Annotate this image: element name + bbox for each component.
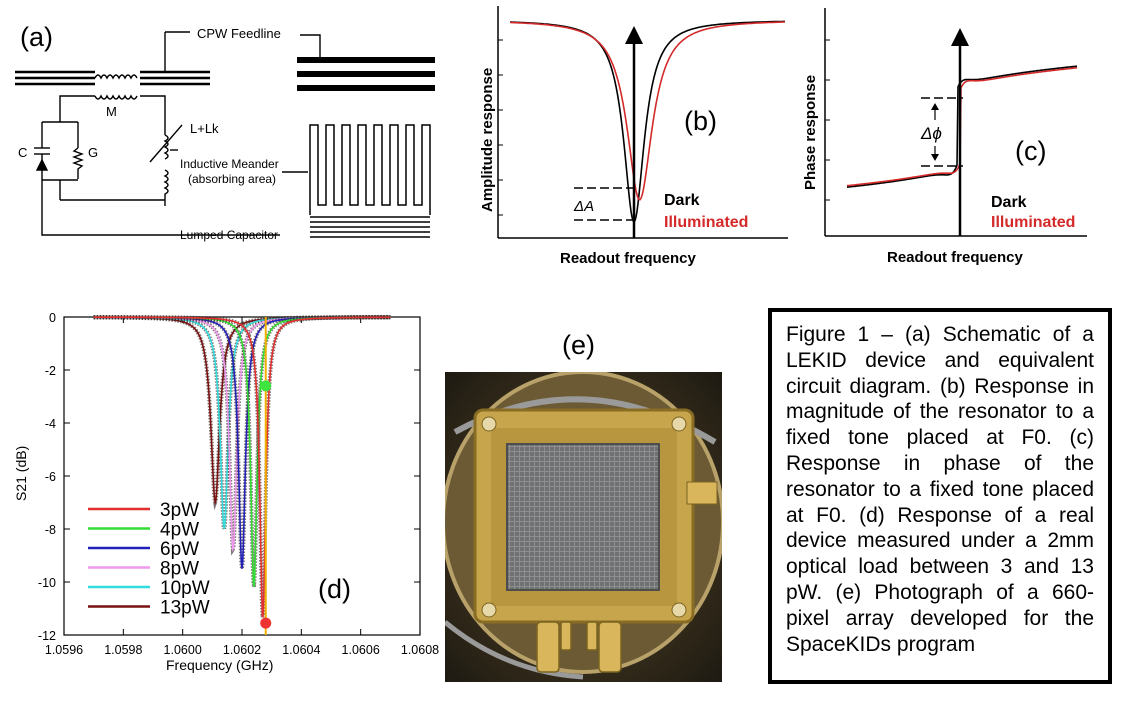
cpw-feedline-label: CPW Feedline <box>197 26 281 41</box>
legend-label: 13pW <box>160 598 210 619</box>
measurement-markers <box>260 380 272 629</box>
measurement-marker <box>260 617 272 629</box>
y-axis-label: Amplitude response <box>479 68 496 212</box>
legend-dark: Dark <box>991 194 1027 211</box>
detector-array-photograph <box>445 372 722 682</box>
y-tick-label: -2 <box>45 364 56 378</box>
legend-illuminated: Illuminated <box>991 214 1075 231</box>
amplitude-response-chart: ΔA Dark Illuminated Readout frequency Am… <box>479 6 788 267</box>
panel-label-c: (c) <box>1015 136 1047 166</box>
panel-label-e: (e) <box>562 330 595 360</box>
y-tick-label: -4 <box>45 417 56 431</box>
panel-label-b: (b) <box>684 106 717 136</box>
y-tick-label: -12 <box>38 629 56 643</box>
y-axis-ticks <box>498 39 503 216</box>
legend-label: 4pW <box>160 520 199 541</box>
legend-label: 6pW <box>160 539 199 560</box>
caption-text: Figure 1 – (a) Schematic of a LEKID devi… <box>786 323 1094 656</box>
series-curve-3pW <box>93 316 391 618</box>
mutual-inductance-label: M <box>106 104 117 119</box>
resonance-curves <box>93 315 391 618</box>
y-tick-label: -8 <box>45 523 56 537</box>
x-tick-label: 1.0600 <box>164 643 202 657</box>
illuminated-amplitude-curve <box>510 21 785 201</box>
sma-connectors <box>536 621 622 673</box>
y-axis-ticks: 0 -2 -4 -6 -8 -10 -12 <box>38 311 420 643</box>
legend-dark: Dark <box>664 192 700 209</box>
panel-label-d: (d) <box>318 574 351 604</box>
x-tick-label: 1.0602 <box>223 643 261 657</box>
y-tick-label: -10 <box>38 576 56 590</box>
conductance-label: G <box>88 145 98 160</box>
figure-caption: Figure 1 – (a) Schematic of a LEKID devi… <box>768 308 1112 684</box>
pixel-array <box>506 443 660 591</box>
absorbing-area-label: (absorbing area) <box>188 172 276 186</box>
inductive-meander-label: Inductive Meander <box>180 157 279 171</box>
x-tick-label: 1.0608 <box>401 643 439 657</box>
measurement-marker <box>260 380 272 392</box>
curve-shadow <box>93 315 391 569</box>
x-tick-label: 1.0604 <box>282 643 320 657</box>
s21-measurement-chart: 1.0596 1.0598 1.0600 1.0602 1.0604 1.0606 1.06… <box>13 311 439 673</box>
lekid-schematic: CPW Feedline M L+Lk C G Inductive Meande… <box>15 26 435 242</box>
y-axis-label: Phase response <box>802 75 819 190</box>
illuminated-phase-curve <box>846 67 1078 187</box>
lumped-capacitor-label: Lumped Capacitor <box>180 228 278 242</box>
capacitance-label: C <box>18 145 27 160</box>
x-axis-label: Frequency (GHz) <box>166 657 273 673</box>
y-axis-label: S21 (dB) <box>13 446 29 501</box>
legend-label: 10pW <box>160 578 210 599</box>
x-axis-label: Readout frequency <box>560 250 697 267</box>
x-tick-label: 1.0598 <box>104 643 142 657</box>
inductive-meander <box>309 124 431 215</box>
y-axis-ticks <box>825 39 830 201</box>
dark-phase-curve <box>846 65 1078 188</box>
dark-amplitude-curve <box>510 20 785 224</box>
x-axis-label: Readout frequency <box>887 249 1024 266</box>
delta-phi-label: Δϕ <box>920 124 942 143</box>
delta-a-label: ΔA <box>573 198 594 215</box>
x-tick-label: 1.0606 <box>342 643 380 657</box>
y-tick-label: -6 <box>45 470 56 484</box>
phase-response-chart: Δϕ Dark Illuminated Readout frequency Ph… <box>802 8 1087 266</box>
panel-label-a: (a) <box>20 22 53 52</box>
legend-label: 8pW <box>160 559 199 580</box>
y-tick-label: 0 <box>49 311 56 325</box>
x-axis-ticks: 1.0596 1.0598 1.0600 1.0602 1.0604 1.0606 1.06… <box>45 317 439 657</box>
legend-label: 3pW <box>160 500 199 521</box>
x-tick-label: 1.0596 <box>45 643 83 657</box>
kinetic-inductance-label: L+Lk <box>190 121 219 136</box>
legend-illuminated: Illuminated <box>664 214 748 231</box>
lumped-capacitor <box>310 216 430 238</box>
